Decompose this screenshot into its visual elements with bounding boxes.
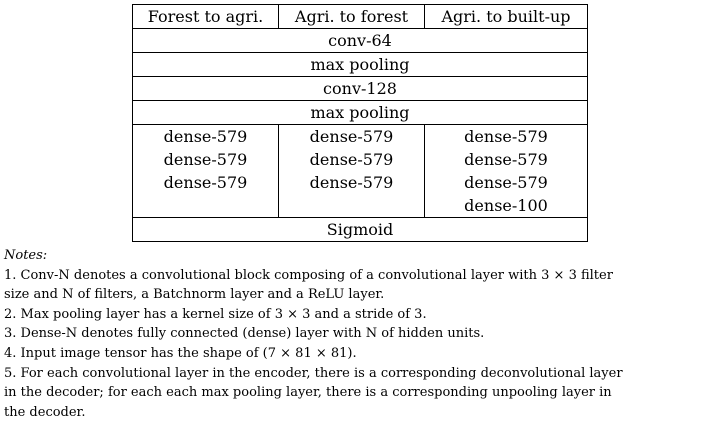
- dense-layer: dense-100: [464, 196, 548, 215]
- dense-layer: dense-579: [309, 127, 394, 146]
- dense-layer: dense-579: [309, 150, 394, 169]
- dense-column-agri-to-forest: dense-579 dense-579 dense-579: [278, 124, 425, 218]
- layer-sigmoid: Sigmoid: [132, 217, 588, 242]
- layer-row-max-pooling-2: max pooling: [132, 100, 588, 125]
- note-line: 1. Conv-N denotes a convolutional block …: [4, 267, 613, 283]
- dense-column-forest-to-agri: dense-579 dense-579 dense-579: [132, 124, 279, 218]
- dense-layer: dense-579: [163, 150, 248, 169]
- layer-row-max-pooling-1: max pooling: [132, 52, 588, 77]
- notes-section: Notes: 1. Conv-N denotes a convolutional…: [4, 246, 719, 422]
- dense-layer: dense-579: [163, 127, 248, 146]
- dense-column-agri-to-built-up: dense-579 dense-579 dense-579 dense-100: [424, 124, 588, 218]
- dense-layer: dense-579: [464, 127, 548, 146]
- layer-max-pooling-2: max pooling: [132, 100, 588, 125]
- dense-layer: dense-579: [464, 150, 548, 169]
- note-line: the decoder.: [4, 404, 86, 420]
- notes-title: Notes:: [4, 248, 48, 263]
- header-forest-to-agri: Forest to agri.: [132, 4, 279, 29]
- note-line: 3. Dense-N denotes fully connected (dens…: [4, 326, 485, 342]
- header-agri-to-forest: Agri. to forest: [278, 4, 425, 29]
- note-line: 2. Max pooling layer has a kernel size o…: [4, 306, 427, 322]
- architecture-table: Forest to agri. Agri. to forest Agri. to…: [132, 4, 588, 242]
- header-agri-to-built-up: Agri. to built-up: [424, 4, 588, 29]
- dense-layer: dense-579: [309, 173, 394, 192]
- header-row: Forest to agri. Agri. to forest Agri. to…: [132, 4, 588, 29]
- layer-row-conv-128: conv-128: [132, 76, 588, 101]
- note-line: in the decoder; for each each max poolin…: [4, 385, 612, 401]
- note-line: 4. Input image tensor has the shape of (…: [4, 345, 357, 361]
- layer-conv-128: conv-128: [132, 76, 588, 101]
- dense-layers-row: dense-579 dense-579 dense-579 dense-579 …: [132, 124, 588, 218]
- layer-conv-64: conv-64: [132, 28, 588, 53]
- layer-max-pooling-1: max pooling: [132, 52, 588, 77]
- note-line: 5. For each convolutional layer in the e…: [4, 365, 623, 381]
- layer-row-sigmoid: Sigmoid: [132, 217, 588, 242]
- note-line: size and N of filters, a Batchnorm layer…: [4, 287, 385, 303]
- layer-row-conv-64: conv-64: [132, 28, 588, 53]
- dense-layer: dense-579: [464, 173, 548, 192]
- dense-layer: dense-579: [163, 173, 248, 192]
